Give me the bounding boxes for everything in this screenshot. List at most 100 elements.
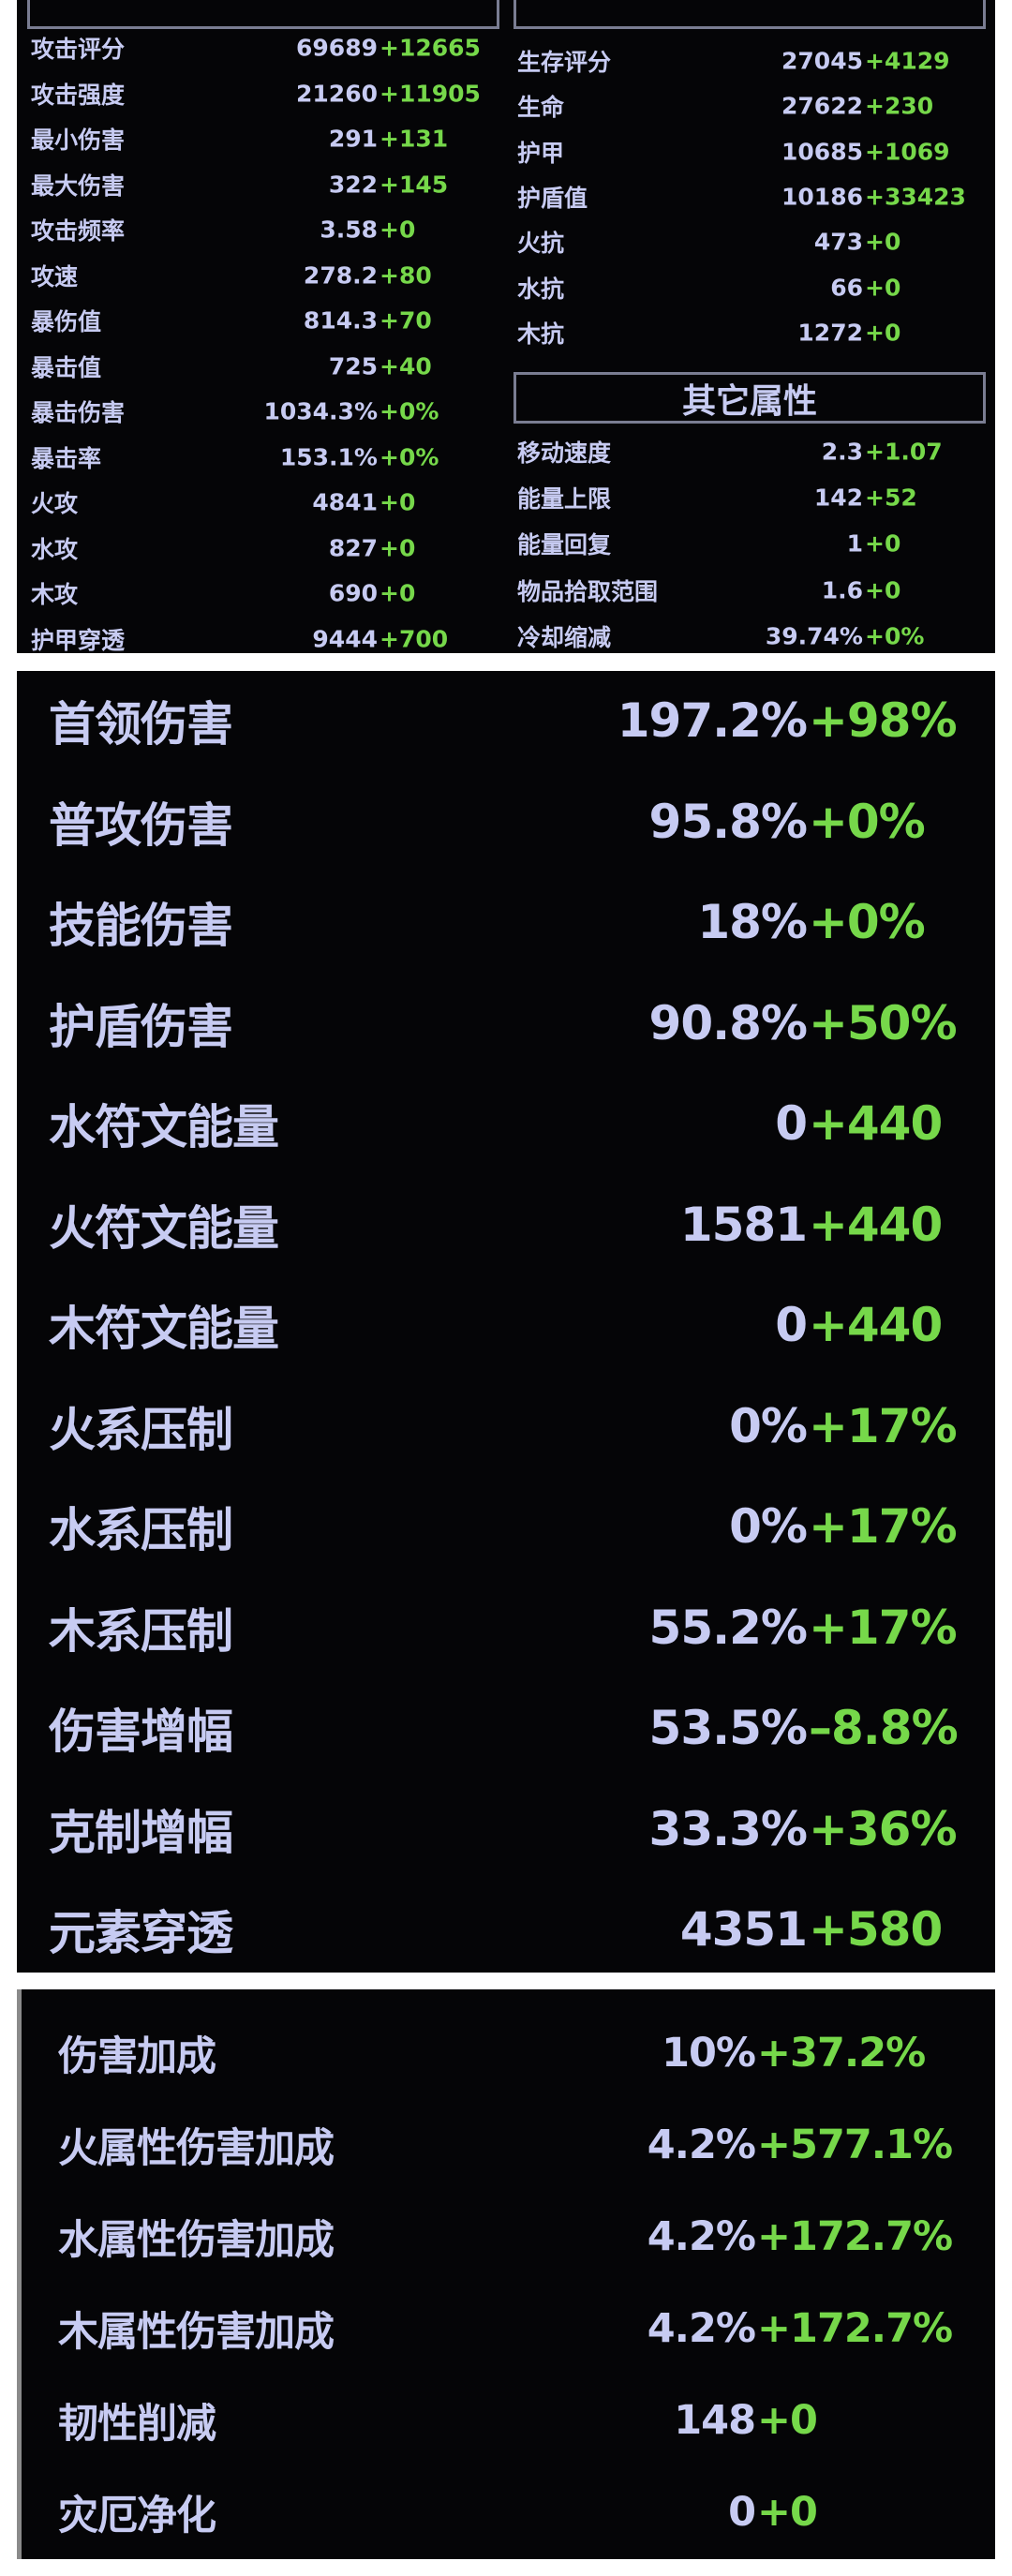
stat-base-value: 1034.3%	[263, 397, 378, 425]
stat-delta-value: +0	[865, 319, 901, 347]
stat-delta-value: +1.07	[865, 438, 943, 466]
stat-label: 元素穿透	[49, 1906, 233, 1960]
stat-label: 护甲	[517, 139, 565, 167]
stat-base-value: 55.2%	[648, 1600, 808, 1655]
stat-delta-value: +0	[757, 2397, 818, 2444]
stat-base-value: 66	[830, 274, 863, 301]
stat-delta-value: +40	[380, 352, 432, 380]
stat-delta-value: +12665	[380, 34, 481, 62]
stat-label: 暴击率	[31, 444, 102, 472]
stat-delta-value: +80	[380, 261, 432, 289]
stat-label: 护甲穿透	[31, 626, 126, 654]
stat-label: 暴击值	[31, 353, 102, 381]
stat-base-value: 153.1%	[279, 443, 378, 470]
stat-label: 能量回复	[517, 531, 612, 559]
stat-base-value: 10%	[662, 2030, 756, 2077]
stat-label: 火攻	[31, 490, 79, 517]
stat-label: 最小伤害	[31, 127, 126, 154]
other-header: 其它属性	[513, 372, 986, 424]
stat-label: 伤害增幅	[49, 1705, 233, 1759]
stat-delta-value: +98%	[809, 693, 958, 748]
stat-delta-value: +1069	[865, 138, 950, 166]
stat-base-value: 90.8%	[648, 995, 808, 1050]
stat-delta-value: +0	[757, 2489, 818, 2536]
stat-label: 攻击评分	[31, 36, 126, 63]
stat-base-value: 725	[328, 352, 378, 380]
stat-label: 冷却缩减	[517, 623, 612, 651]
stat-base-value: 1	[846, 529, 863, 558]
stat-delta-value: +4129	[865, 47, 950, 75]
stat-label: 移动速度	[517, 439, 612, 467]
stat-base-value: 827	[328, 534, 378, 561]
stat-label: 木攻	[31, 581, 79, 608]
stat-label: 水系压制	[49, 1503, 233, 1557]
survival-header	[513, 0, 986, 29]
stat-base-value: 4.2%	[647, 2122, 756, 2168]
stat-label: 物品拾取范围	[517, 577, 659, 605]
stat-base-value: 1.6	[821, 576, 863, 604]
stat-delta-value: +0	[865, 529, 901, 558]
stat-base-value: 69689	[296, 34, 378, 62]
stat-base-value: 0%	[729, 1499, 808, 1554]
stat-delta-value: –8.8%	[809, 1701, 959, 1755]
stat-delta-value: +0	[865, 228, 901, 256]
stat-label: 火属性伤害加成	[58, 2125, 335, 2172]
stat-base-value: 142	[813, 484, 863, 512]
stat-base-value: 291	[328, 125, 378, 153]
stat-delta-value: +0	[380, 216, 416, 244]
stat-base-value: 3.58	[320, 216, 378, 244]
stat-delta-value: +70	[380, 306, 432, 335]
stat-base-value: 27045	[781, 47, 863, 75]
stat-base-value: 4351	[679, 1902, 808, 1957]
stat-label: 火抗	[517, 230, 565, 258]
stat-base-value: 4841	[312, 488, 378, 516]
stat-label: 护盾值	[517, 184, 588, 212]
stat-base-value: 814.3	[303, 306, 378, 335]
stat-label: 普攻伤害	[49, 797, 233, 853]
stat-base-value: 473	[813, 228, 863, 256]
stat-label: 灾厄净化	[58, 2493, 216, 2539]
stat-label: 技能伤害	[49, 899, 233, 953]
stat-label: 木抗	[517, 320, 565, 348]
stat-label: 火符文能量	[49, 1200, 279, 1256]
stat-delta-value: +440	[809, 1298, 943, 1352]
stat-label: 韧性削减	[58, 2401, 216, 2448]
stat-delta-value: +172.7%	[757, 2305, 953, 2352]
bonus-stats-panel: 伤害加成 10% +37.2% 火属性伤害加成 4.2% +577.1% 水属性伤害加成 4.…	[17, 1989, 995, 2559]
stat-base-value: 0	[728, 2489, 756, 2536]
stat-delta-value: +145	[380, 171, 449, 198]
stat-base-value: 27622	[781, 92, 863, 120]
stat-base-value: 690	[328, 579, 378, 607]
stat-base-value: 278.2	[303, 261, 378, 289]
base-stats-panel: 其它属性 攻击评分 69689 +12665 攻击强度 21260 +11905 最小伤害 2…	[17, 0, 995, 654]
stat-label: 木符文能量	[49, 1302, 279, 1356]
stat-delta-value: +131	[380, 125, 449, 153]
stat-delta-value: +440	[809, 1096, 943, 1151]
stat-base-value: 18%	[697, 895, 808, 949]
stat-label: 克制增幅	[49, 1805, 233, 1860]
stat-delta-value: +580	[809, 1902, 943, 1957]
stat-label: 暴击伤害	[31, 399, 126, 426]
stat-delta-value: +0%	[809, 794, 926, 849]
stat-delta-value: +0	[865, 576, 901, 604]
stat-delta-value: +33423	[865, 183, 966, 211]
stat-base-value: 4.2%	[647, 2213, 756, 2260]
stat-label: 生命	[517, 94, 565, 122]
stat-label: 木系压制	[49, 1603, 233, 1659]
stat-base-value: 21260	[296, 80, 378, 107]
stat-base-value: 1272	[797, 319, 863, 347]
stat-delta-value: +700	[380, 625, 449, 652]
stat-label: 暴伤值	[31, 308, 102, 335]
stat-base-value: 322	[328, 171, 378, 198]
stat-base-value: 1581	[679, 1197, 808, 1252]
stat-delta-value: +0%	[809, 895, 926, 949]
stat-label: 火系压制	[49, 1402, 233, 1457]
stat-base-value: 4.2%	[647, 2305, 756, 2352]
stat-delta-value: +11905	[380, 80, 481, 107]
stat-delta-value: +0%	[380, 443, 439, 470]
stat-base-value: 53.5%	[648, 1701, 808, 1755]
stat-label: 水属性伤害加成	[58, 2217, 335, 2264]
stat-delta-value: +36%	[809, 1801, 958, 1856]
stat-base-value: 197.2%	[617, 693, 808, 748]
stat-delta-value: +440	[809, 1197, 943, 1252]
